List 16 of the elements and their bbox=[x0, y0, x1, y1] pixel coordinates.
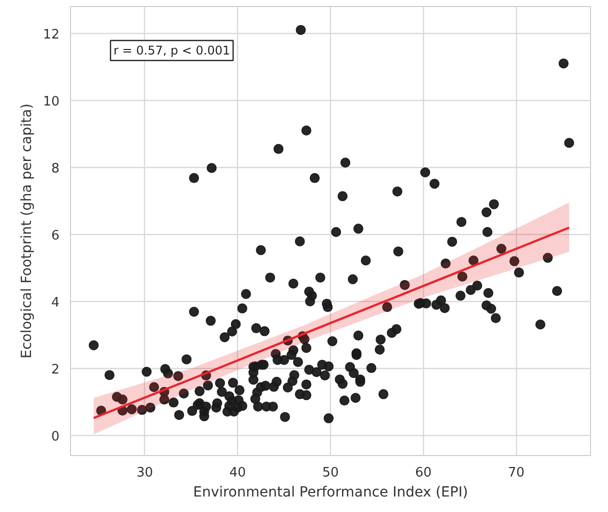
y-tick-label: 2 bbox=[51, 362, 60, 378]
x-tick-label: 30 bbox=[136, 466, 154, 480]
y-axis-title: Ecological Footprint (gha per capita) bbox=[18, 103, 35, 359]
x-axis-title: Environmental Performance Index (EPI) bbox=[193, 484, 468, 500]
y-tick-label: 12 bbox=[42, 27, 60, 42]
x-tick-label: 40 bbox=[229, 466, 246, 480]
annotation: r = 0.57, p < 0.001 bbox=[114, 44, 230, 58]
y-tick-label: 6 bbox=[51, 228, 60, 244]
y-tick-label: 0 bbox=[51, 429, 60, 444]
x-tick-label: 50 bbox=[322, 466, 339, 480]
y-tick-label: 4 bbox=[51, 295, 60, 310]
line-series bbox=[92, 226, 570, 420]
x-tick-label: 70 bbox=[508, 466, 524, 480]
y-tick-label: 8 bbox=[51, 161, 60, 176]
x-tick-label: 60 bbox=[415, 466, 432, 480]
y-tick-label: 10 bbox=[42, 94, 60, 110]
